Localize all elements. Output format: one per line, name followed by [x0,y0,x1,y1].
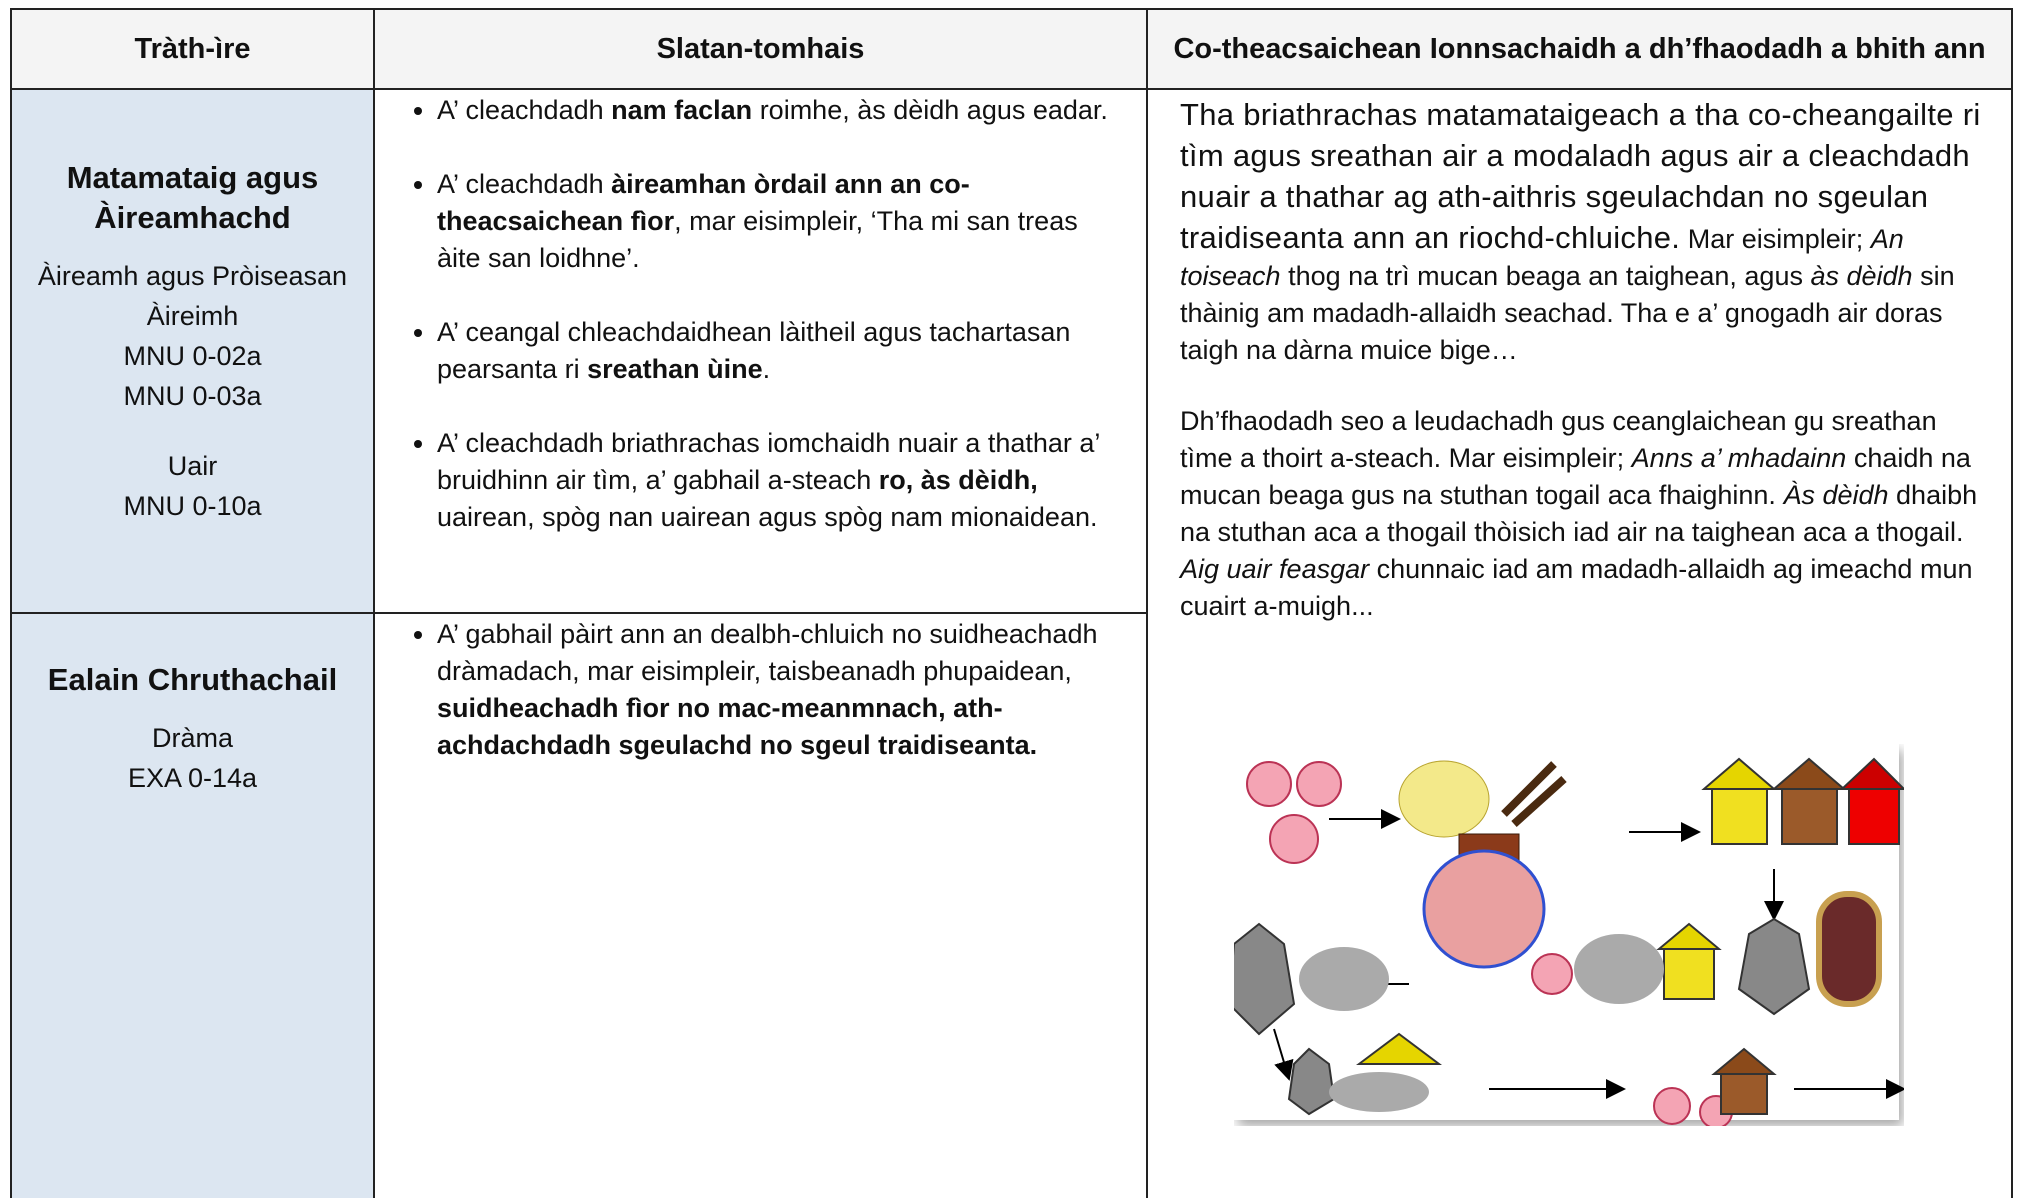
text-segment: ro, às dèidh, [878,465,1038,495]
bullet: A’ gabhail pàirt ann an dealbh-chluich n… [437,616,1126,764]
text-segment: uairean, spòg nan uairean agus spòg nam … [437,502,1098,532]
criteria-cell: A’ gabhail pàirt ann an dealbh-chluich n… [373,612,1148,1198]
context-paragraph: Dh’fhaodadh seo a leudachadh gus ceangla… [1180,403,1981,625]
text-segment: sreathan ùine [587,354,763,384]
stage-cell: Matamataig agus Àireamhachd Àireamh agus … [10,88,375,614]
bullet: A’ cleachdadh briathrachas iomchaidh nua… [437,425,1126,536]
text-segment: Tha briathrachas matamataigeach a tha co… [1180,97,1981,255]
text-segment: A’ cleachdadh briathrachas iomchaidh nua… [437,428,1100,495]
row: Matamataig agus Àireamhachd Àireamh agus … [10,88,2013,1198]
text-segment: An toiseach [1180,224,1904,291]
stage-line: Dràma [151,723,233,753]
text-segment: nam faclan [611,95,753,125]
curriculum-table: Tràth-ìre Slatan-tomhais Co-theacsaichea… [10,8,2013,1198]
text-segment: sin thàinig am madadh-allaidh seachad. T… [1180,261,1955,365]
header-cell: Slatan-tomhais [373,8,1148,90]
text-segment: chaidh na mucan beaga gus na stuthan tog… [1180,443,1971,510]
stage-line: Uair [167,451,218,481]
stage-cell: Ealain Chruthachail Dràma EXA 0-14a [10,612,375,1198]
text-segment: A’ cleachdadh [437,169,612,199]
bullet: A’ cleachdadh àireamhan òrdail ann an co… [437,166,1126,277]
spacer [12,416,373,446]
stage-line: EXA 0-14a [127,763,258,793]
text-segment: , mar eisimpleir, ‘Tha mi san treas àite… [437,206,1078,273]
text-segment: Mar eisimpleir; [1680,224,1871,254]
stage-line: MNU 0-10a [123,491,262,521]
text-segment: A’ cleachdadh [437,95,612,125]
row: Ealain Chruthachail Dràma EXA 0-14a A’ gab… [10,612,2012,1198]
stage-line: MNU 0-02a [123,341,262,371]
text-segment: A’ gabhail pàirt ann an dealbh-chluich n… [437,619,1098,686]
text-segment: thog na trì mucan beaga an taighean, agu… [1280,261,1811,291]
stage-line: Àireamh agus Pròiseasan Àireimh [37,261,348,331]
stage-title: Matamataig agus Àireamhachd [66,160,319,235]
text-segment: Anns a’ mhadainn [1631,443,1847,473]
text-segment: roimhe, às dèidh agus eadar. [752,95,1108,125]
stage-title: Ealain Chruthachail [47,662,338,697]
bullet-list: A’ cleachdadh nam faclan roimhe, às dèid… [375,92,1126,536]
text-segment: chunnaic iad am madadh-allaidh ag imeach… [1180,554,1973,621]
text-segment: às dèidh [1810,261,1913,291]
header-row: Tràth-ìre Slatan-tomhais Co-theacsaichea… [10,8,2013,90]
bullet: A’ ceangal chleachdaidhean làitheil agus… [437,314,1126,388]
criteria-cell: A’ cleachdadh nam faclan roimhe, às dèid… [373,88,1148,614]
stage-line: MNU 0-03a [123,381,262,411]
text-segment: . [762,354,771,384]
bullet-list: A’ gabhail pàirt ann an dealbh-chluich n… [375,616,1126,764]
text-segment: Dh’fhaodadh seo a leudachadh gus ceangla… [1180,406,1937,473]
text-segment: àireamhan òrdail ann an co-theacsaichean… [437,169,970,236]
bullet: A’ cleachdadh nam faclan roimhe, às dèid… [437,92,1126,129]
text-segment: dhaibh na stuthan aca a thogail thòisich… [1180,480,1978,547]
text-segment: A’ ceangal chleachdaidhean làitheil agus… [437,317,1071,384]
header-cell: Co-theacsaichean Ionnsachaidh a dh’fhaod… [1146,8,2013,90]
text-segment: Às dèidh [1783,480,1889,510]
story-illustration [1234,744,1904,1126]
context-paragraph: Tha briathrachas matamataigeach a tha co… [1180,94,1981,369]
header-cell: Tràth-ìre [10,8,375,90]
text-segment: suidheachadh fìor no mac-meanmnach, ath-… [437,693,1038,760]
text-segment: Aig uair feasgar [1180,554,1370,584]
